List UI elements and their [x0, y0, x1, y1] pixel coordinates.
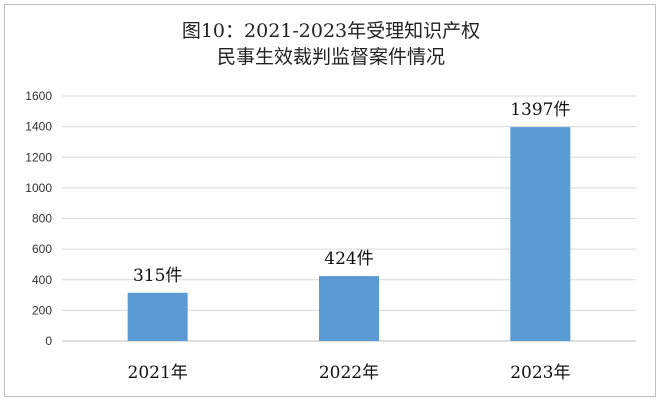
y-tick-label: 200: [32, 303, 52, 317]
x-category-label: 2022年: [319, 363, 379, 383]
y-tick-label: 800: [32, 212, 52, 226]
bar: [127, 292, 188, 341]
y-tick-label: 1400: [25, 120, 52, 134]
chart-title-line-2: 民事生效裁判监督案件情况: [216, 46, 445, 68]
y-tick-label: 400: [32, 273, 52, 287]
bar: [510, 127, 571, 341]
chart-title: 图10：2021-2023年受理知识产权 民事生效裁判监督案件情况: [0, 18, 662, 70]
bar: [319, 276, 379, 341]
y-tick-label: 600: [32, 242, 52, 256]
y-tick-label: 1600: [25, 89, 52, 103]
y-tick-label: 1200: [25, 150, 52, 164]
x-category-label: 2021年: [128, 363, 188, 383]
data-label: 315件: [133, 266, 182, 286]
y-tick-label: 0: [45, 334, 52, 348]
x-category-label: 2023年: [510, 363, 570, 383]
data-label: 424件: [324, 249, 373, 269]
y-tick-label: 1000: [25, 181, 52, 195]
data-label: 1397件: [510, 100, 570, 120]
chart-title-line-1: 图10：2021-2023年受理知识产权: [181, 20, 481, 42]
